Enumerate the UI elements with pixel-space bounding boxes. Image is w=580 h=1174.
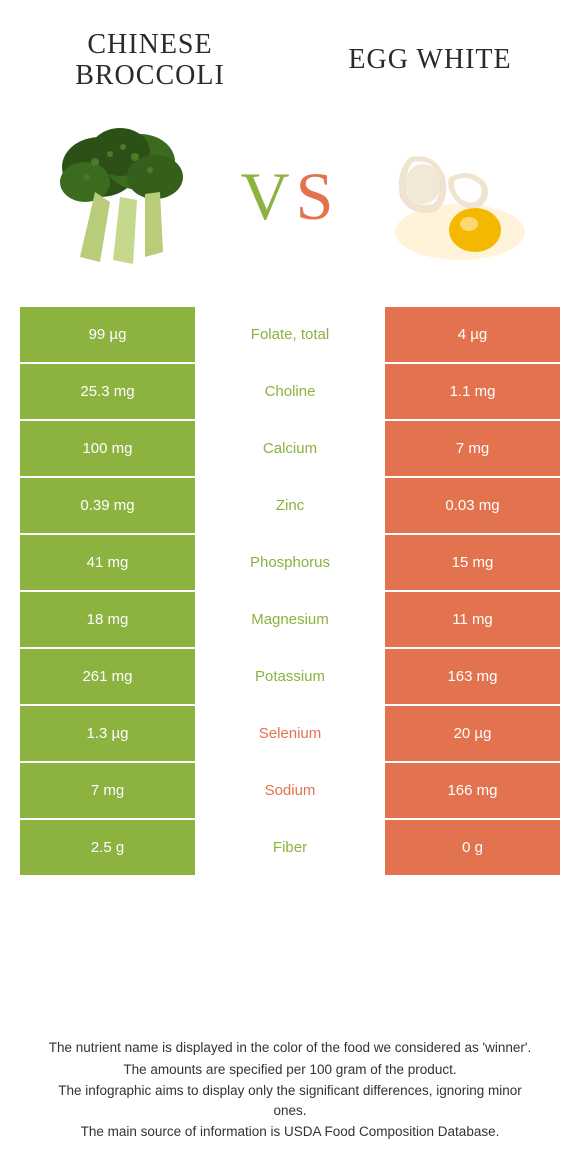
right-value: 1.1 mg bbox=[385, 364, 560, 419]
right-value: 7 mg bbox=[385, 421, 560, 476]
left-food-title: Chinese broccoli bbox=[50, 30, 250, 92]
left-value: 41 mg bbox=[20, 535, 195, 590]
left-value: 99 µg bbox=[20, 307, 195, 362]
footnotes: The nutrient name is displayed in the co… bbox=[0, 1038, 580, 1144]
table-row: 7 mgSodium166 mg bbox=[20, 763, 560, 818]
nutrient-label: Choline bbox=[195, 364, 385, 419]
footnote-line: The amounts are specified per 100 gram o… bbox=[40, 1060, 540, 1080]
nutrient-label: Fiber bbox=[195, 820, 385, 875]
table-row: 261 mgPotassium163 mg bbox=[20, 649, 560, 704]
nutrient-label: Calcium bbox=[195, 421, 385, 476]
right-food-title: Egg white bbox=[330, 45, 530, 76]
right-value: 20 µg bbox=[385, 706, 560, 761]
right-value: 163 mg bbox=[385, 649, 560, 704]
nutrient-label: Magnesium bbox=[195, 592, 385, 647]
left-value: 1.3 µg bbox=[20, 706, 195, 761]
footnote-line: The main source of information is USDA F… bbox=[40, 1122, 540, 1142]
left-value: 261 mg bbox=[20, 649, 195, 704]
egg-icon bbox=[370, 112, 540, 282]
footnote-line: The infographic aims to display only the… bbox=[40, 1081, 540, 1120]
nutrient-label: Potassium bbox=[195, 649, 385, 704]
broccoli-icon bbox=[40, 112, 210, 282]
right-value: 11 mg bbox=[385, 592, 560, 647]
nutrient-label: Selenium bbox=[195, 706, 385, 761]
right-value: 166 mg bbox=[385, 763, 560, 818]
right-value: 15 mg bbox=[385, 535, 560, 590]
nutrient-label: Zinc bbox=[195, 478, 385, 533]
table-row: 0.39 mgZinc0.03 mg bbox=[20, 478, 560, 533]
table-row: 100 mgCalcium7 mg bbox=[20, 421, 560, 476]
vs-v-letter: V bbox=[241, 157, 296, 236]
nutrient-label: Phosphorus bbox=[195, 535, 385, 590]
right-value: 4 µg bbox=[385, 307, 560, 362]
footnote-line: The nutrient name is displayed in the co… bbox=[40, 1038, 540, 1058]
table-row: 41 mgPhosphorus15 mg bbox=[20, 535, 560, 590]
right-value: 0 g bbox=[385, 820, 560, 875]
left-value: 25.3 mg bbox=[20, 364, 195, 419]
nutrient-label: Folate, total bbox=[195, 307, 385, 362]
left-value: 0.39 mg bbox=[20, 478, 195, 533]
right-value: 0.03 mg bbox=[385, 478, 560, 533]
vs-label: VS bbox=[241, 157, 340, 236]
table-row: 1.3 µgSelenium20 µg bbox=[20, 706, 560, 761]
comparison-table: 99 µgFolate, total4 µg25.3 mgCholine1.1 … bbox=[20, 307, 560, 875]
table-row: 2.5 gFiber0 g bbox=[20, 820, 560, 875]
left-value: 18 mg bbox=[20, 592, 195, 647]
table-row: 25.3 mgCholine1.1 mg bbox=[20, 364, 560, 419]
left-value: 7 mg bbox=[20, 763, 195, 818]
table-row: 18 mgMagnesium11 mg bbox=[20, 592, 560, 647]
images-row: VS bbox=[0, 102, 580, 307]
header: Chinese broccoli Egg white bbox=[0, 0, 580, 102]
table-row: 99 µgFolate, total4 µg bbox=[20, 307, 560, 362]
vs-s-letter: S bbox=[296, 157, 340, 236]
left-value: 100 mg bbox=[20, 421, 195, 476]
nutrient-label: Sodium bbox=[195, 763, 385, 818]
left-value: 2.5 g bbox=[20, 820, 195, 875]
